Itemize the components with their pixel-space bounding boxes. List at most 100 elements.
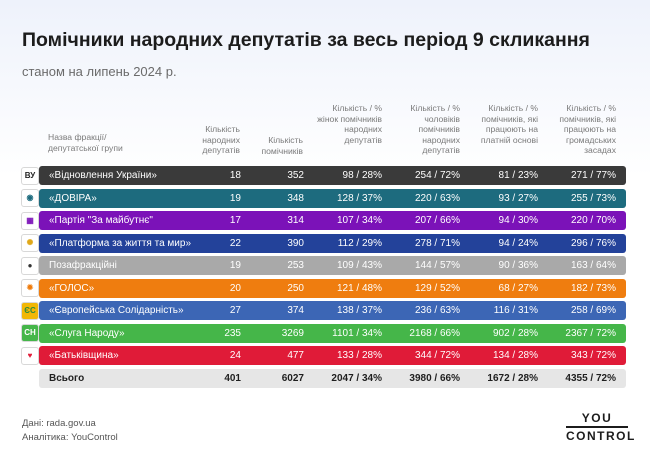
cell-volunteer: 220 / 70% bbox=[570, 215, 616, 226]
table-row: «ГОЛОС» 20 250 121 / 48% 129 / 52% 68 / 27% 18… bbox=[39, 278, 626, 298]
cell-men: 236 / 63% bbox=[414, 305, 460, 316]
cell-name: «ГОЛОС» bbox=[49, 282, 95, 294]
cell-name: Позафракційні bbox=[49, 260, 117, 271]
column-header-deputies: Кількість народних депутатів bbox=[202, 124, 240, 156]
cell-deputies: 20 bbox=[229, 282, 241, 294]
cell-women: 2047 / 34% bbox=[331, 372, 382, 384]
cell-deputies: 19 bbox=[229, 192, 241, 204]
cell-men: 207 / 66% bbox=[414, 215, 460, 226]
cell-women: 128 / 37% bbox=[336, 192, 382, 204]
cell-name: Всього bbox=[49, 372, 85, 384]
cell-assistants: 253 bbox=[287, 260, 304, 271]
cell-assistants: 3269 bbox=[281, 327, 304, 339]
cell-paid: 90 / 36% bbox=[498, 260, 538, 271]
party-logo-icon: ♥ bbox=[21, 346, 39, 365]
cell-women: 107 / 34% bbox=[336, 215, 382, 226]
cell-assistants: 348 bbox=[287, 192, 304, 204]
cell-women: 138 / 37% bbox=[336, 305, 382, 316]
cell-deputies: 27 bbox=[229, 305, 241, 316]
table-row: «Платформа за життя та мир» 22 390 112 / 29… bbox=[39, 233, 626, 253]
cell-volunteer: 163 / 64% bbox=[570, 260, 616, 271]
column-header-name: Назва фракції/ депутатської групи bbox=[48, 132, 123, 153]
cell-name: «Слуга Народу» bbox=[49, 327, 125, 339]
cell-volunteer: 343 / 72% bbox=[570, 350, 616, 361]
cell-assistants: 390 bbox=[287, 237, 304, 249]
cell-volunteer: 4355 / 72% bbox=[565, 372, 616, 384]
party-logo-icon: ВУ bbox=[21, 166, 39, 185]
cell-paid: 94 / 24% bbox=[498, 237, 538, 249]
cell-assistants: 374 bbox=[287, 305, 304, 316]
brand-logo-bottom: CONTROL bbox=[566, 429, 636, 443]
cell-volunteer: 271 / 77% bbox=[570, 170, 616, 181]
cell-women: 109 / 43% bbox=[336, 260, 382, 271]
table-row: «Європейська Солідарність» 27 374 138 / 37%… bbox=[39, 301, 626, 320]
cell-paid: 902 / 28% bbox=[492, 327, 538, 339]
cell-name: «Партія "За майбутнє" bbox=[49, 215, 153, 226]
cell-deputies: 22 bbox=[229, 237, 241, 249]
cell-men: 254 / 72% bbox=[414, 170, 460, 181]
cell-men: 144 / 57% bbox=[414, 260, 460, 271]
table-row: Позафракційні 19 253 109 / 43% 144 / 57% 90 /… bbox=[39, 256, 626, 275]
party-logo-icon: ◉ bbox=[21, 189, 39, 207]
cell-assistants: 314 bbox=[287, 215, 304, 226]
column-header-assistants: Кількість помічників bbox=[261, 135, 303, 156]
party-logo-icon: ✺ bbox=[21, 234, 39, 252]
cell-name: «Батьківщина» bbox=[49, 350, 119, 361]
cell-name: «Платформа за життя та мир» bbox=[49, 237, 192, 249]
cell-men: 2168 / 66% bbox=[409, 327, 460, 339]
page-title: Помічники народних депутатів за весь пер… bbox=[22, 29, 590, 51]
cell-men: 278 / 71% bbox=[414, 237, 460, 249]
table-row: «ДОВІРА» 19 348 128 / 37% 220 / 63% 93 / 27% 2… bbox=[39, 188, 626, 208]
brand-logo-divider bbox=[566, 426, 628, 428]
cell-assistants: 250 bbox=[287, 282, 304, 294]
cell-deputies: 235 bbox=[224, 327, 241, 339]
party-logo-icon: ▦ bbox=[21, 211, 39, 230]
cell-men: 344 / 72% bbox=[414, 350, 460, 361]
cell-volunteer: 255 / 73% bbox=[570, 192, 616, 204]
table-row: «Відновлення України» 18 352 98 / 28% 254 / … bbox=[39, 166, 626, 185]
cell-deputies: 401 bbox=[224, 372, 241, 384]
cell-paid: 134 / 28% bbox=[492, 350, 538, 361]
cell-women: 112 / 29% bbox=[337, 237, 382, 249]
cell-paid: 68 / 27% bbox=[498, 282, 538, 294]
cell-men: 3980 / 66% bbox=[409, 372, 460, 384]
cell-paid: 1672 / 28% bbox=[487, 372, 538, 384]
cell-men: 129 / 52% bbox=[414, 282, 460, 294]
cell-assistants: 477 bbox=[287, 350, 304, 361]
table-row: «Батьківщина» 24 477 133 / 28% 344 / 72% 134 … bbox=[39, 346, 626, 365]
column-header-paid: Кількість / % помічників, які працюють н… bbox=[480, 103, 538, 145]
cell-name: «ДОВІРА» bbox=[49, 192, 97, 204]
cell-volunteer: 2367 / 72% bbox=[565, 327, 616, 339]
cell-volunteer: 296 / 76% bbox=[570, 237, 616, 249]
cell-women: 1101 / 34% bbox=[332, 327, 382, 339]
cell-women: 133 / 28% bbox=[336, 350, 382, 361]
page-subtitle: станом на липень 2024 р. bbox=[22, 64, 177, 79]
party-logo-icon: ✹ bbox=[21, 279, 39, 297]
cell-men: 220 / 63% bbox=[414, 192, 460, 204]
party-logo-icon: СН bbox=[21, 324, 39, 342]
cell-paid: 93 / 27% bbox=[498, 192, 538, 204]
cell-paid: 116 / 31% bbox=[493, 305, 538, 316]
cell-name: «Відновлення України» bbox=[49, 170, 157, 181]
cell-women: 98 / 28% bbox=[342, 170, 382, 181]
brand-logo-top: YOU bbox=[581, 411, 613, 425]
cell-volunteer: 182 / 73% bbox=[570, 282, 616, 294]
column-header-volunteer: Кількість / % помічників, які працюють н… bbox=[559, 103, 616, 156]
table-row: «Партія "За майбутнє" 17 314 107 / 34% 207 /… bbox=[39, 211, 626, 230]
cell-deputies: 19 bbox=[229, 260, 241, 271]
column-header-women: Кількість / % жінок помічників народних … bbox=[317, 103, 382, 145]
cell-paid: 94 / 30% bbox=[498, 215, 538, 226]
cell-volunteer: 258 / 69% bbox=[570, 305, 616, 316]
cell-deputies: 24 bbox=[229, 350, 241, 361]
table-row: «Слуга Народу» 235 3269 1101 / 34% 2168 / 66… bbox=[39, 323, 626, 343]
column-header-men: Кількість / % чоловіків помічників народ… bbox=[410, 103, 460, 156]
source-note: Дані: rada.gov.ua bbox=[22, 418, 96, 429]
table-total-row: Всього 401 6027 2047 / 34% 3980 / 66% 1672 / … bbox=[39, 368, 626, 388]
party-logo-icon: ● bbox=[21, 256, 39, 275]
cell-women: 121 / 48% bbox=[336, 282, 382, 294]
cell-name: «Європейська Солідарність» bbox=[49, 305, 184, 316]
cell-paid: 81 / 23% bbox=[498, 170, 538, 181]
cell-assistants: 6027 bbox=[281, 372, 304, 384]
party-logo-icon: ЄС bbox=[21, 301, 39, 320]
cell-deputies: 17 bbox=[229, 215, 241, 226]
